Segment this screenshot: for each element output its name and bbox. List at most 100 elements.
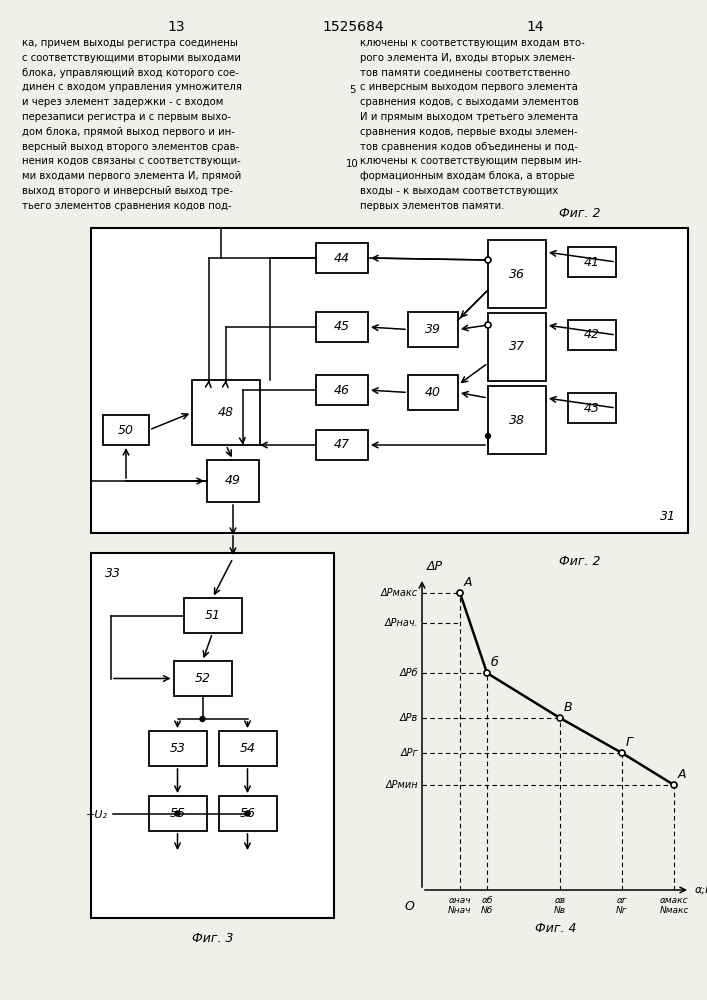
Bar (568, 393, 616, 423)
Text: тов сравнения кодов объединены и под-: тов сравнения кодов объединены и под- (360, 142, 578, 152)
Bar (218, 796, 276, 831)
Text: 43: 43 (584, 401, 600, 414)
Text: α;N: α;N (695, 885, 707, 895)
Bar (148, 731, 206, 766)
Text: +U₂: +U₂ (86, 810, 108, 820)
Text: 46: 46 (334, 383, 350, 396)
Bar (408, 375, 458, 410)
Text: перезаписи регистра и с первым выхо-: перезаписи регистра и с первым выхо- (22, 112, 231, 122)
Circle shape (175, 811, 180, 816)
Circle shape (457, 590, 463, 596)
Text: ΔРб: ΔРб (399, 668, 418, 678)
Text: тьего элементов сравнения кодов под-: тьего элементов сравнения кодов под- (22, 201, 232, 211)
Text: блока, управляющий вход которого сое-: блока, управляющий вход которого сое- (22, 68, 239, 78)
Text: ми входами первого элемента И, прямой: ми входами первого элемента И, прямой (22, 171, 241, 181)
Text: Nмакс: Nмакс (660, 906, 689, 915)
Text: Г: Г (626, 736, 633, 749)
Text: сравнения кодов, первые входы элемен-: сравнения кодов, первые входы элемен- (360, 127, 578, 137)
Text: Фиг. 3: Фиг. 3 (192, 932, 233, 945)
Circle shape (484, 670, 490, 676)
Bar (488, 240, 546, 308)
Text: 55: 55 (170, 807, 185, 820)
Text: 51: 51 (204, 609, 221, 622)
Bar (408, 312, 458, 347)
Circle shape (485, 322, 491, 328)
Circle shape (245, 811, 250, 816)
Text: αг: αг (617, 896, 627, 905)
Text: 40: 40 (425, 386, 441, 399)
Text: ΔРг: ΔРг (400, 748, 418, 758)
Text: 5: 5 (349, 85, 355, 95)
Text: 45: 45 (334, 320, 350, 334)
Text: Nб: Nб (481, 906, 493, 915)
Bar (316, 312, 368, 342)
Bar (184, 598, 242, 633)
Circle shape (200, 716, 205, 722)
Bar (568, 320, 616, 350)
Text: Nг: Nг (617, 906, 628, 915)
Bar (91, 553, 334, 918)
Text: б: б (491, 656, 498, 669)
Text: Фиг. 2: Фиг. 2 (559, 555, 601, 568)
Bar (103, 415, 149, 445)
Text: αнач: αнач (449, 896, 472, 905)
Bar (316, 243, 368, 273)
Text: ключены к соответствующим входам вто-: ключены к соответствующим входам вто- (360, 38, 585, 48)
Text: сравнения кодов, с выходами элементов: сравнения кодов, с выходами элементов (360, 97, 579, 107)
Text: динен с входом управления умножителя: динен с входом управления умножителя (22, 82, 242, 92)
Bar (148, 796, 206, 831)
Text: ΔРмин: ΔРмин (385, 780, 418, 790)
Text: 50: 50 (118, 424, 134, 436)
Text: 33: 33 (105, 567, 121, 580)
Text: 39: 39 (425, 323, 441, 336)
Text: 13: 13 (167, 20, 185, 34)
Text: 10: 10 (346, 159, 358, 169)
Text: формационным входам блока, а вторые: формационным входам блока, а вторые (360, 171, 574, 181)
Text: ΔРмакс: ΔРмакс (381, 588, 418, 598)
Text: 36: 36 (509, 267, 525, 280)
Bar (568, 247, 616, 277)
Circle shape (485, 257, 491, 263)
Text: ка, причем выходы регистра соединены: ка, причем выходы регистра соединены (22, 38, 238, 48)
Text: 44: 44 (334, 251, 350, 264)
Text: 48: 48 (218, 406, 234, 419)
Text: 42: 42 (584, 328, 600, 342)
Text: Nв: Nв (554, 906, 566, 915)
Bar (173, 661, 231, 696)
Text: первых элементов памяти.: первых элементов памяти. (360, 201, 504, 211)
Text: 49: 49 (225, 475, 241, 488)
Text: 38: 38 (509, 414, 525, 426)
Circle shape (671, 782, 677, 788)
Text: версный выход второго элементов срав-: версный выход второго элементов срав- (22, 142, 239, 152)
Circle shape (557, 715, 563, 721)
Text: αб: αб (481, 896, 493, 905)
Text: выход второго и инверсный выход тре-: выход второго и инверсный выход тре- (22, 186, 233, 196)
Text: тов памяти соединены соответственно: тов памяти соединены соответственно (360, 68, 570, 78)
Text: Nнач: Nнач (448, 906, 472, 915)
Text: А: А (464, 576, 472, 589)
Text: ΔРв: ΔРв (399, 713, 418, 723)
Text: 37: 37 (509, 340, 525, 354)
Text: αмакс: αмакс (660, 896, 688, 905)
Circle shape (486, 434, 491, 438)
Text: 14: 14 (526, 20, 544, 34)
Bar (488, 386, 546, 454)
Text: дом блока, прямой выход первого и ин-: дом блока, прямой выход первого и ин- (22, 127, 235, 137)
Text: ΔРнач.: ΔРнач. (384, 618, 418, 628)
Text: нения кодов связаны с соответствующи-: нения кодов связаны с соответствующи- (22, 156, 241, 166)
Text: И и прямым выходом третьего элемента: И и прямым выходом третьего элемента (360, 112, 578, 122)
Text: с инверсным выходом первого элемента: с инверсным выходом первого элемента (360, 82, 578, 92)
Text: 41: 41 (584, 255, 600, 268)
Text: 47: 47 (334, 438, 350, 452)
Bar (207, 460, 259, 502)
Text: рого элемента И, входы вторых элемен-: рого элемента И, входы вторых элемен- (360, 53, 575, 63)
Text: O: O (404, 900, 414, 913)
Text: входы - к выходам соответствующих: входы - к выходам соответствующих (360, 186, 559, 196)
Bar (316, 430, 368, 460)
Text: Фиг. 2: Фиг. 2 (559, 207, 601, 220)
Text: 52: 52 (194, 672, 211, 685)
Text: 56: 56 (240, 807, 255, 820)
Text: ключены к соответствующим первым ин-: ключены к соответствующим первым ин- (360, 156, 582, 166)
Bar (192, 380, 260, 445)
Text: 53: 53 (170, 742, 185, 755)
